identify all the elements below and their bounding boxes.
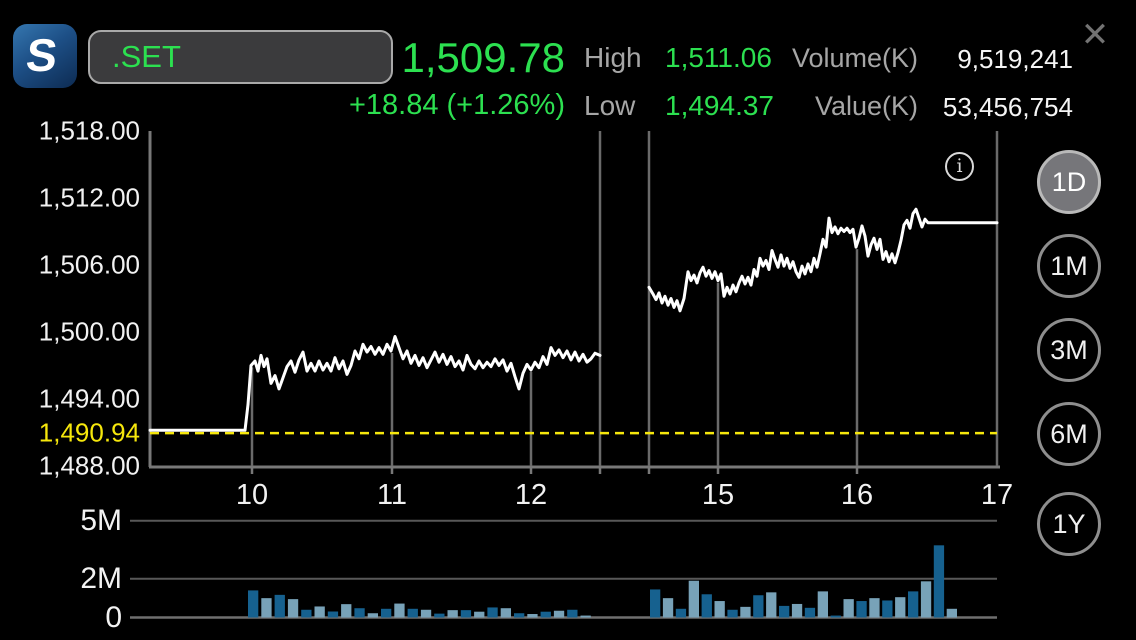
volume-bar <box>740 606 751 618</box>
x-axis-label: 17 <box>980 479 1014 511</box>
volume-bar <box>500 608 511 618</box>
range-button-1y[interactable]: 1Y <box>1037 492 1101 556</box>
volume-bar <box>434 613 445 618</box>
volume-bar <box>675 608 687 618</box>
volume-bar <box>354 608 365 618</box>
afternoon-session-line <box>647 207 999 313</box>
volume-bar <box>882 600 893 618</box>
volume-bar <box>779 605 790 618</box>
volume-bar <box>553 610 565 618</box>
x-axis-label: 16 <box>840 479 874 511</box>
volume-bar <box>381 608 392 618</box>
volume-bar <box>301 609 312 618</box>
low-value: 1,494.37 <box>665 90 774 121</box>
prev-close-axis-label: 1,490.94 <box>38 417 140 448</box>
range-button-1d[interactable]: 1D <box>1037 150 1101 214</box>
volume-bar <box>474 611 485 618</box>
volume-bar <box>933 545 945 618</box>
high-value: 1,511.06 <box>665 42 772 73</box>
volume-bar <box>261 598 272 618</box>
volume-bar <box>407 608 418 618</box>
volume-bar <box>394 603 405 618</box>
y-axis-label: 1,488.00 <box>38 450 140 481</box>
volume-bar <box>817 591 828 618</box>
price-change: +18.84 (+1.26%) <box>348 89 565 121</box>
volume-label: Volume(K) <box>791 43 918 73</box>
volume-bar <box>460 610 472 618</box>
y-axis-label: 1,506.00 <box>38 249 140 280</box>
high-label: High <box>584 42 642 73</box>
volume-bar <box>447 610 458 618</box>
low-label: Low <box>584 90 636 121</box>
app-logo-icon: S <box>13 24 77 88</box>
info-icon[interactable]: i <box>945 152 974 181</box>
volume-bar <box>274 594 285 618</box>
volume-bar <box>540 611 551 618</box>
volume-bar <box>580 615 591 618</box>
svg-text:S: S <box>24 29 60 81</box>
volume-bar <box>766 592 777 618</box>
volume-bar <box>895 597 906 618</box>
x-axis-label: 12 <box>514 479 548 511</box>
volume-bar <box>367 613 378 618</box>
volume-bar <box>341 604 352 618</box>
volume-bar <box>527 614 538 618</box>
volume-bar <box>727 609 738 618</box>
volume-bar <box>487 607 498 618</box>
volume-bar <box>327 611 339 618</box>
volume-bar <box>514 613 525 618</box>
volume-axis-label: 0 <box>105 600 122 634</box>
range-button-1m[interactable]: 1M <box>1037 234 1101 298</box>
volume-bar <box>830 615 841 618</box>
y-axis-label: 1,518.00 <box>38 115 140 146</box>
y-axis-label: 1,500.00 <box>38 316 140 347</box>
morning-session-line <box>148 335 602 432</box>
close-icon[interactable]: ✕ <box>1080 16 1110 54</box>
volume-bar <box>908 591 919 618</box>
x-axis-label: 15 <box>701 479 735 511</box>
volume-bar <box>791 603 803 618</box>
logo-s-glyph: S <box>24 29 60 81</box>
volume-bar <box>869 598 880 618</box>
volume-bar <box>804 607 816 618</box>
volume-bar <box>650 589 661 618</box>
last-price: 1,509.78 <box>401 34 566 81</box>
volume-bar <box>701 594 712 618</box>
volume-bar <box>567 609 578 618</box>
volume-bar <box>420 609 432 618</box>
volume-bar <box>714 601 725 618</box>
value-label: Value(K) <box>814 91 918 121</box>
volume-bar <box>662 598 674 618</box>
y-axis-label: 1,494.00 <box>38 383 140 414</box>
volume-bar <box>753 595 764 618</box>
value-value: 53,456,754 <box>942 92 1073 122</box>
volume-bar <box>920 581 932 618</box>
y-axis-label: 1,512.00 <box>38 182 140 213</box>
symbol-search-input[interactable]: .SET <box>88 30 393 84</box>
volume-bar <box>946 608 957 618</box>
volume-bar <box>856 601 867 618</box>
volume-bar <box>287 599 299 618</box>
volume-bar <box>314 606 325 618</box>
x-axis-label: 10 <box>235 479 269 511</box>
volume-bar <box>688 580 699 618</box>
volume-bar <box>843 599 854 618</box>
volume-axis-label: 5M <box>80 503 122 537</box>
range-button-3m[interactable]: 3M <box>1037 318 1101 382</box>
volume-value: 9,519,241 <box>957 44 1073 74</box>
volume-axis-label: 2M <box>80 561 122 595</box>
range-button-6m[interactable]: 6M <box>1037 402 1101 466</box>
volume-bar <box>248 590 259 618</box>
x-axis-label: 11 <box>376 479 408 511</box>
